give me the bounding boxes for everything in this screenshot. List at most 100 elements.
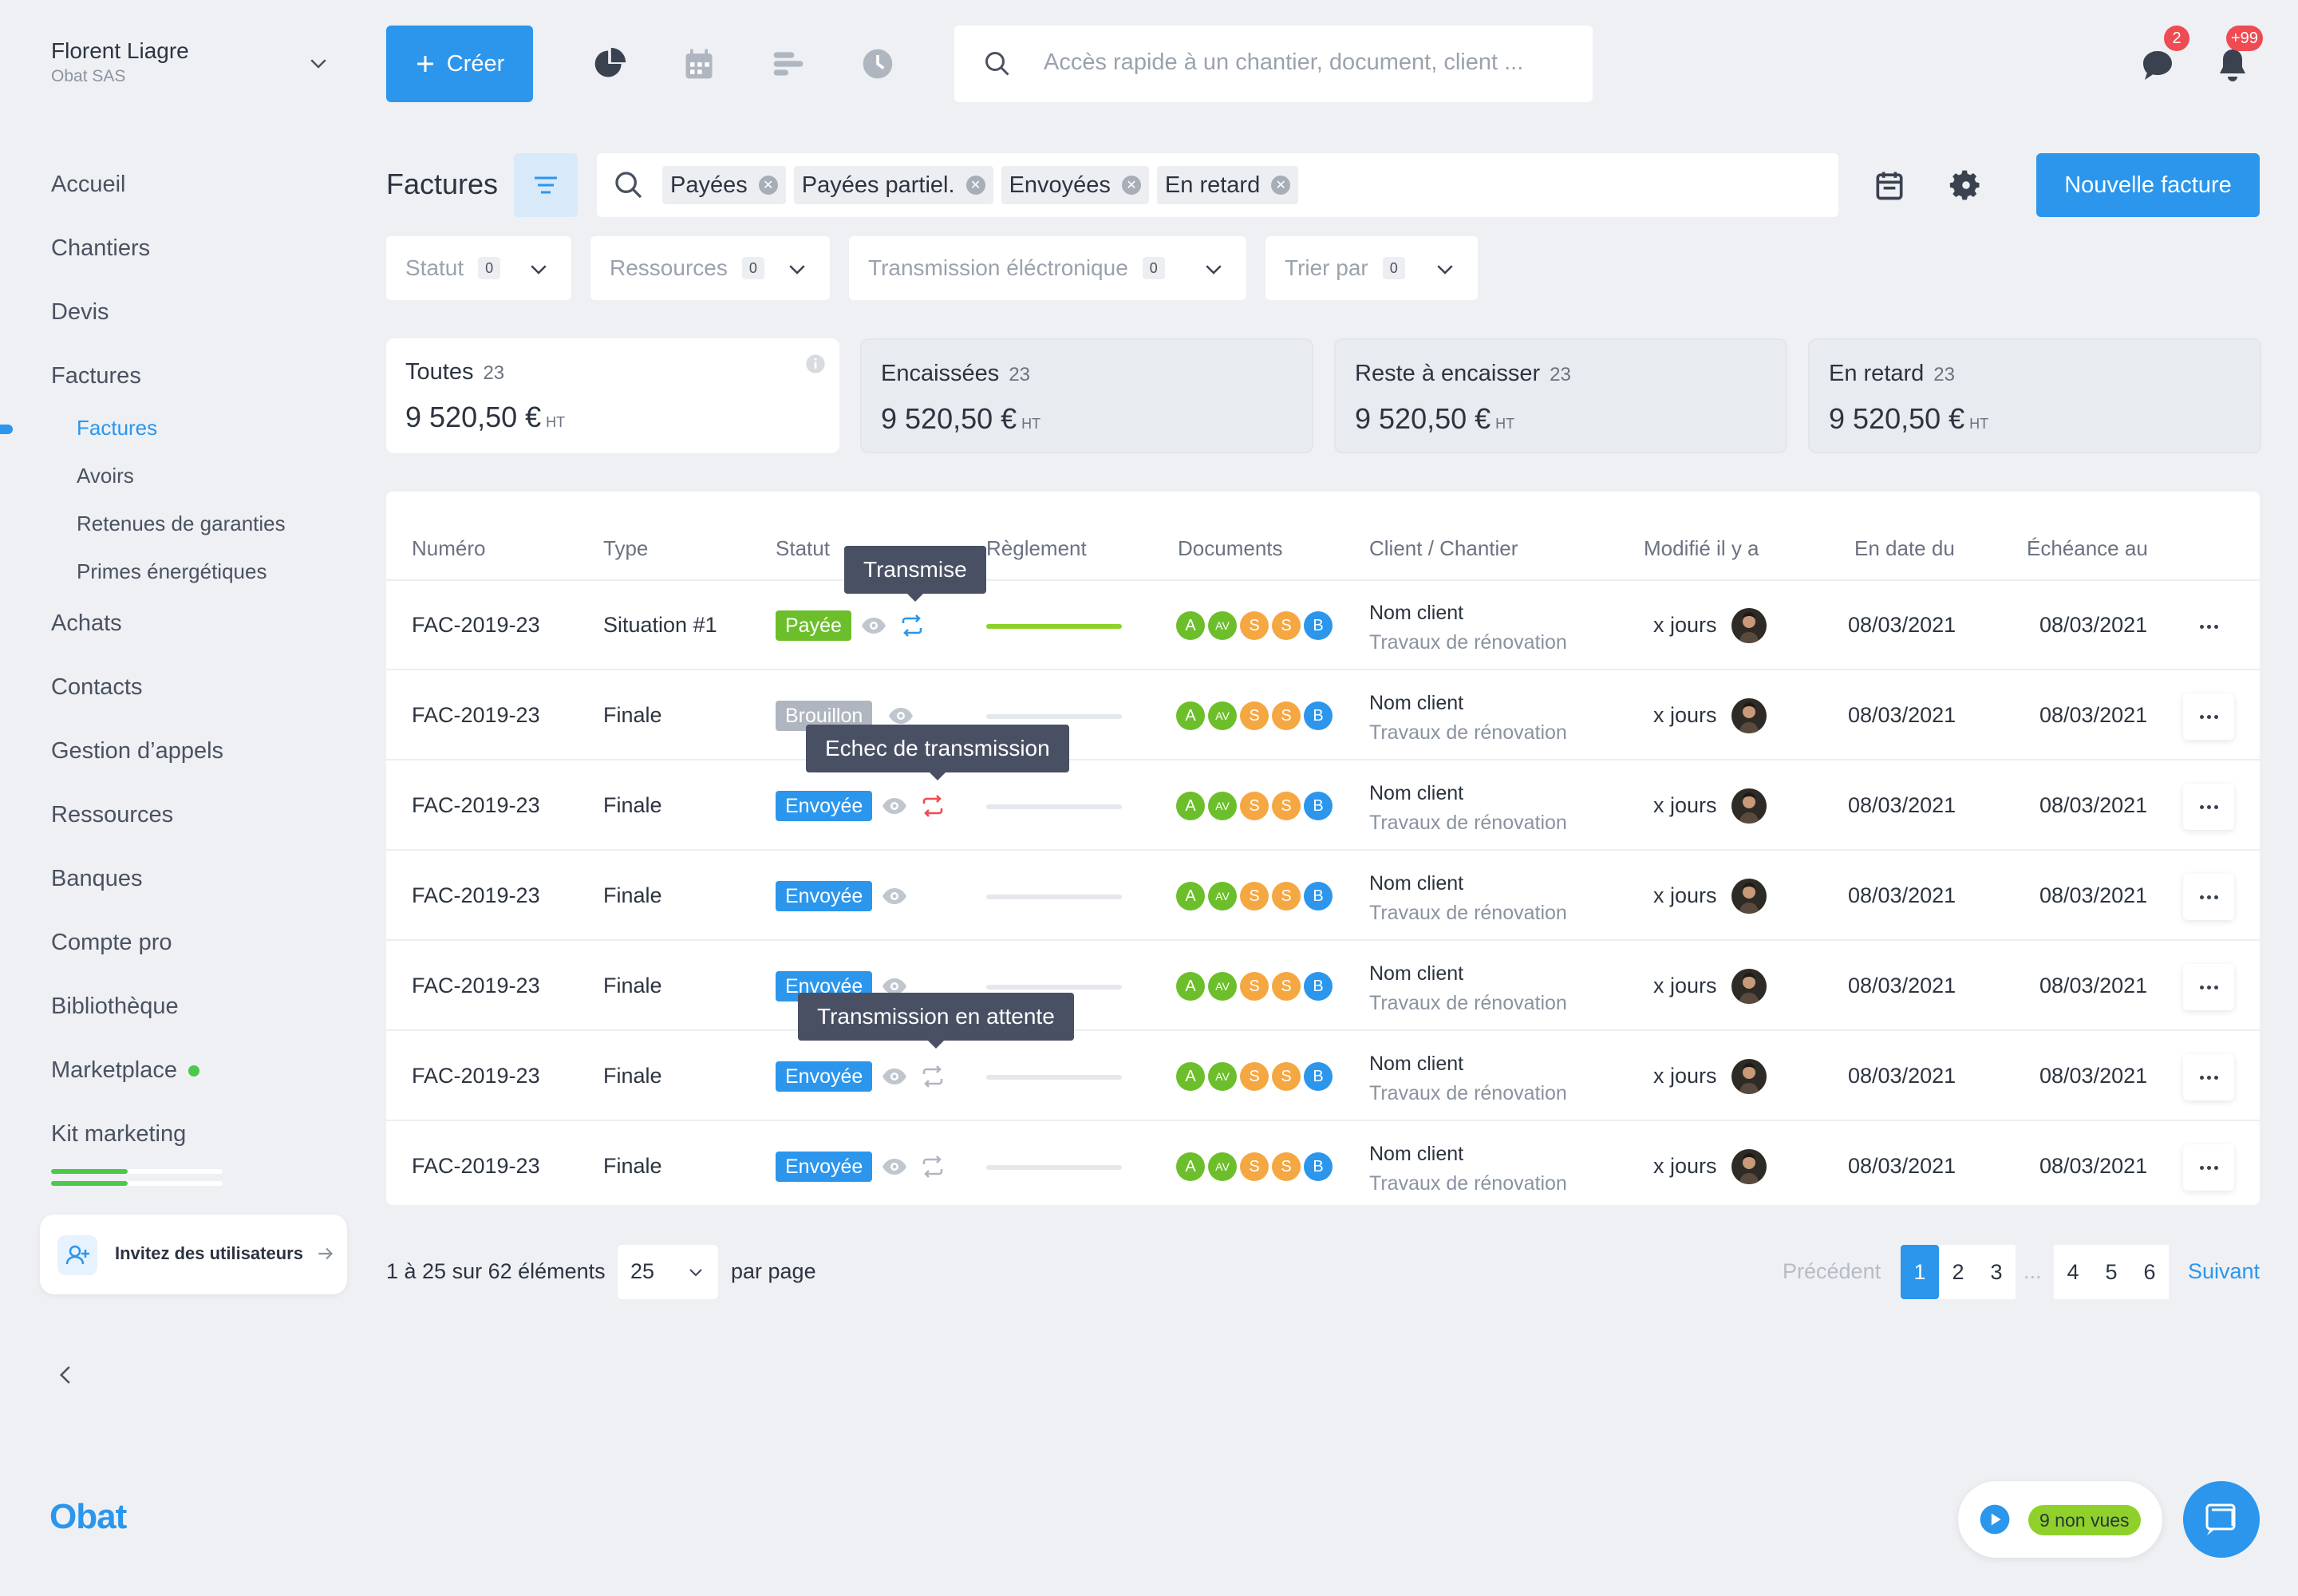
messages-icon[interactable]	[2138, 46, 2177, 85]
document-badge[interactable]: A	[1176, 1152, 1205, 1181]
nav-item-bibliotheque[interactable]: Bibliothèque	[51, 994, 179, 1019]
filter-search-bar[interactable]: Payées ✕ Payées partiel. ✕ Envoyées ✕ En re…	[597, 153, 1838, 217]
client-name[interactable]: Nom client	[1369, 602, 1464, 624]
remove-chip-icon[interactable]: ✕	[1271, 176, 1291, 195]
site-name[interactable]: Travaux de rénovation	[1369, 1082, 1567, 1104]
page-button[interactable]: 2	[1952, 1259, 1964, 1284]
nav-item-kit-marketing[interactable]: Kit marketing	[51, 1121, 187, 1147]
site-name[interactable]: Travaux de rénovation	[1369, 1172, 1567, 1195]
site-name[interactable]: Travaux de rénovation	[1369, 812, 1567, 834]
client-name[interactable]: Nom client	[1369, 692, 1464, 714]
document-badge[interactable]: A	[1176, 882, 1205, 911]
nav-sub-retenues[interactable]: Retenues de garanties	[77, 512, 286, 535]
previous-page-button[interactable]: Précédent	[1783, 1259, 1881, 1283]
invoice-number[interactable]: FAC-2019-23	[412, 974, 540, 998]
eye-icon[interactable]	[881, 974, 908, 998]
nav-item-contacts[interactable]: Contacts	[51, 674, 143, 700]
summary-card-encaissees[interactable]: Encaissées 23 9 520,50 € HT	[860, 338, 1313, 453]
transmission-dropdown[interactable]: Transmission éléctronique 0	[849, 236, 1246, 300]
document-badge[interactable]: AV	[1208, 972, 1237, 1001]
invoice-number[interactable]: FAC-2019-23	[412, 793, 540, 817]
clock-icon[interactable]	[860, 46, 895, 81]
table-row[interactable]: FAC-2019-23 Finale Envoyée A AV S S B Nom client…	[386, 761, 2260, 851]
invite-users-button[interactable]: Invitez des utilisateurs	[40, 1215, 347, 1294]
document-badge[interactable]: B	[1304, 792, 1333, 820]
invoice-number[interactable]: FAC-2019-23	[412, 703, 540, 727]
column-header[interactable]: Statut	[776, 536, 830, 560]
client-name[interactable]: Nom client	[1369, 782, 1464, 804]
transmission-sync-icon[interactable]	[919, 1064, 946, 1089]
pie-chart-icon[interactable]	[592, 46, 627, 81]
document-badge[interactable]: B	[1304, 1062, 1333, 1091]
document-badge[interactable]: A	[1176, 792, 1205, 820]
transmission-sync-icon[interactable]	[919, 1154, 946, 1179]
document-badge[interactable]: AV	[1208, 701, 1237, 730]
document-badge[interactable]: S	[1240, 701, 1269, 730]
table-row[interactable]: FAC-2019-23 Situation #1 Payée A AV S S B Nom cl…	[386, 581, 2260, 670]
document-badge[interactable]: B	[1304, 701, 1333, 730]
per-page-select[interactable]: 25	[618, 1245, 718, 1299]
create-button[interactable]: Créer	[386, 26, 533, 102]
document-badge[interactable]: B	[1304, 611, 1333, 640]
transmission-sync-icon[interactable]	[919, 793, 946, 819]
invoice-number[interactable]: FAC-2019-23	[412, 883, 540, 907]
column-header[interactable]: Numéro	[412, 536, 486, 560]
document-badge[interactable]: S	[1272, 882, 1301, 911]
table-row[interactable]: FAC-2019-23 Finale Brouillon A AV S S B Nom clie…	[386, 671, 2260, 760]
summary-card-reste[interactable]: Reste à encaisser 23 9 520,50 € HT	[1334, 338, 1787, 453]
filter-toggle-button[interactable]	[514, 153, 578, 217]
transmission-sync-icon[interactable]	[898, 613, 926, 638]
eye-icon[interactable]	[881, 1155, 908, 1179]
client-name[interactable]: Nom client	[1369, 872, 1464, 895]
column-header[interactable]: Type	[603, 536, 649, 560]
collapse-sidebar-icon[interactable]	[54, 1361, 78, 1389]
nav-item-banques[interactable]: Banques	[51, 866, 143, 891]
document-badge[interactable]: S	[1272, 611, 1301, 640]
page-button[interactable]: 4	[2067, 1259, 2079, 1284]
row-actions-button[interactable]	[2183, 874, 2234, 920]
resources-dropdown[interactable]: Ressources 0	[590, 236, 830, 300]
document-badge[interactable]: S	[1240, 882, 1269, 911]
page-button[interactable]: 5	[2105, 1259, 2118, 1284]
calendar-icon[interactable]	[1872, 168, 1907, 203]
site-name[interactable]: Travaux de rénovation	[1369, 721, 1567, 744]
row-actions-button[interactable]	[2183, 1144, 2234, 1191]
summary-card-retard[interactable]: En retard 23 9 520,50 € HT	[1808, 338, 2261, 453]
bell-icon[interactable]	[2213, 46, 2252, 85]
row-actions-button[interactable]	[2183, 693, 2234, 740]
column-header[interactable]: Modifié il y a	[1644, 536, 1759, 560]
site-name[interactable]: Travaux de rénovation	[1369, 902, 1567, 924]
document-badge[interactable]: AV	[1208, 792, 1237, 820]
page-button[interactable]: 6	[2143, 1259, 2156, 1284]
user-switcher[interactable]: Florent Liagre Obat SAS	[51, 38, 330, 94]
nav-sub-primes[interactable]: Primes énergétiques	[77, 559, 267, 583]
document-badge[interactable]: A	[1176, 1062, 1205, 1091]
column-header[interactable]: Documents	[1178, 536, 1283, 560]
client-name[interactable]: Nom client	[1369, 1143, 1464, 1165]
document-badge[interactable]: S	[1272, 792, 1301, 820]
page-button[interactable]: 3	[1990, 1259, 2003, 1284]
eye-icon[interactable]	[881, 884, 908, 908]
document-badge[interactable]: S	[1240, 792, 1269, 820]
nav-item-achats[interactable]: Achats	[51, 610, 122, 636]
document-badge[interactable]: B	[1304, 972, 1333, 1001]
client-name[interactable]: Nom client	[1369, 1053, 1464, 1075]
new-invoice-button[interactable]: Nouvelle facture	[2036, 153, 2260, 217]
document-badge[interactable]: A	[1176, 611, 1205, 640]
nav-item-factures[interactable]: Factures	[51, 363, 141, 389]
remove-chip-icon[interactable]: ✕	[758, 176, 778, 195]
nav-sub-factures[interactable]: Factures	[77, 416, 158, 440]
eye-icon[interactable]	[860, 614, 887, 638]
document-badge[interactable]: S	[1240, 972, 1269, 1001]
column-header[interactable]: En date du	[1854, 536, 1955, 560]
page-button[interactable]: 1	[1901, 1245, 1939, 1299]
site-name[interactable]: Travaux de rénovation	[1369, 992, 1567, 1014]
table-row[interactable]: FAC-2019-23 Finale Envoyée A AV S S B Nom client…	[386, 851, 2260, 941]
document-badge[interactable]: S	[1240, 1152, 1269, 1181]
document-badge[interactable]: S	[1240, 611, 1269, 640]
next-page-button[interactable]: Suivant	[2188, 1259, 2260, 1283]
nav-item-compte-pro[interactable]: Compte pro	[51, 930, 172, 955]
nav-item-ressources[interactable]: Ressources	[51, 802, 174, 828]
document-badge[interactable]: AV	[1208, 611, 1237, 640]
document-badge[interactable]: S	[1272, 1152, 1301, 1181]
